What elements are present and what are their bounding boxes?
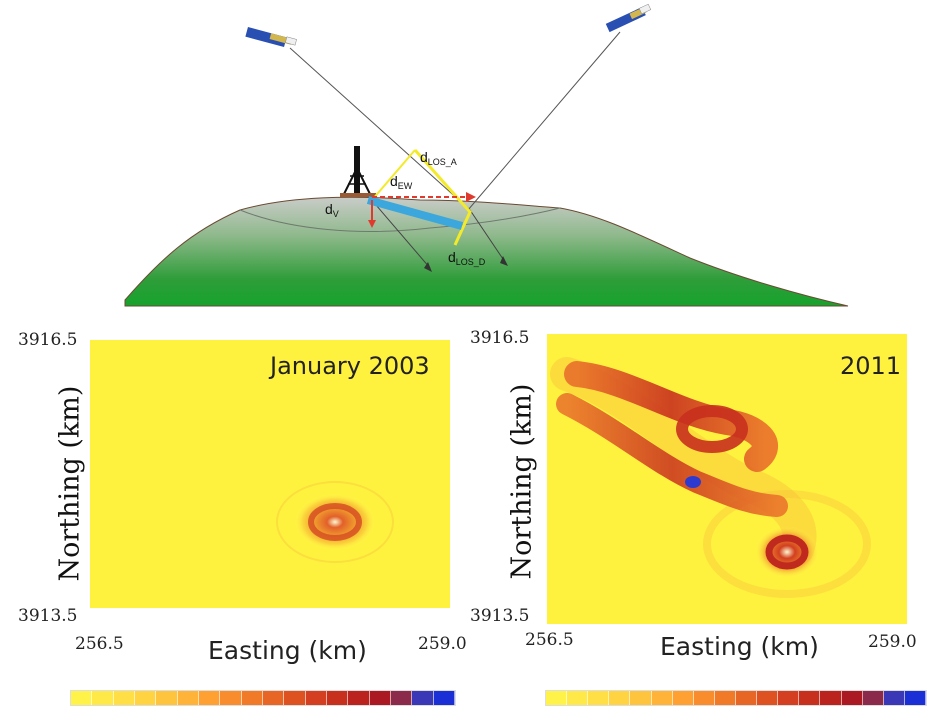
- colorbar-swatch: [904, 691, 926, 705]
- colorbar-swatch: [305, 691, 327, 705]
- colorbar-swatch: [134, 691, 157, 705]
- x-tick-left-2011: 256.5: [525, 630, 574, 650]
- reservoir-outline: [239, 207, 561, 232]
- colorbar-swatch: [735, 691, 758, 705]
- colorbar-swatch: [412, 691, 434, 705]
- x-axis-label-2011: Easting (km): [660, 632, 819, 661]
- label-d-ew: dEW: [390, 173, 413, 191]
- colorbar-swatch: [241, 691, 263, 705]
- x-tick-right-2011: 259.0: [868, 632, 917, 652]
- colorbar-swatch: [672, 691, 694, 705]
- colorbar-swatch: [546, 691, 568, 705]
- label-d-los-a: dLOS_A: [420, 149, 457, 167]
- colorbar-swatch: [799, 691, 821, 705]
- colorbar-swatch: [198, 691, 221, 705]
- x-tick-left-2003: 256.5: [75, 634, 124, 654]
- colorbar-swatch: [757, 691, 779, 705]
- colorbar-swatch: [326, 691, 349, 705]
- colorbar-swatch: [841, 691, 863, 705]
- colorbar-swatch: [778, 691, 800, 705]
- panel-title-2003: January 2003: [270, 352, 430, 380]
- colorbar-swatch: [369, 691, 391, 705]
- satellite-b-icon: [605, 3, 652, 33]
- colorbar-swatch: [71, 691, 93, 705]
- colorbar-swatch: [177, 691, 199, 705]
- colorbar-swatch: [693, 691, 715, 705]
- y-tick-top-2003: 3916.5: [18, 330, 78, 350]
- colorbar-swatch: [588, 691, 610, 705]
- hill-shape: [124, 196, 849, 307]
- colorbar-swatch: [630, 691, 652, 705]
- colorbar-swatch: [156, 691, 178, 705]
- colorbar-swatch: [390, 691, 413, 705]
- colorbar-swatch: [883, 691, 905, 705]
- label-d-los-d: dLOS_D: [448, 249, 486, 267]
- y-tick-bottom-2011: 3913.5: [470, 606, 530, 626]
- colorbar-swatch: [262, 691, 285, 705]
- y-tick-bottom-2003: 3913.5: [18, 606, 78, 626]
- oil-well-derrick-icon: [340, 146, 376, 197]
- colorbar-swatch: [862, 691, 884, 705]
- colorbar-swatch: [220, 691, 242, 705]
- insar-geometry-diagram: dLOS_A dEW dV dLOS_D: [124, 3, 849, 307]
- colorbar-swatch: [609, 691, 631, 705]
- y-axis-label-2003: Northing (km): [54, 385, 86, 582]
- panel-title-2011: 2011: [840, 352, 902, 380]
- colorbar-swatch: [714, 691, 736, 705]
- deformation-map-2011: [547, 334, 907, 624]
- colorbar-2011: [545, 690, 927, 706]
- colorbar-swatch: [820, 691, 842, 705]
- colorbar-swatch: [113, 691, 135, 705]
- y-tick-top-2011: 3916.5: [470, 328, 530, 348]
- y-axis-label-2011: Northing (km): [506, 383, 538, 580]
- label-d-v: dV: [325, 201, 339, 219]
- colorbar-swatch: [92, 691, 114, 705]
- deformation-map-2003: [90, 340, 450, 608]
- satellite-a-icon: [245, 26, 297, 48]
- colorbar-2003: [70, 690, 456, 706]
- colorbar-swatch: [567, 691, 589, 705]
- colorbar-swatch: [284, 691, 306, 705]
- x-tick-right-2003: 259.0: [418, 634, 467, 654]
- colorbar-swatch: [348, 691, 370, 705]
- colorbar-swatch: [651, 691, 673, 705]
- colorbar-swatch: [433, 691, 455, 705]
- x-axis-label-2003: Easting (km): [208, 636, 367, 665]
